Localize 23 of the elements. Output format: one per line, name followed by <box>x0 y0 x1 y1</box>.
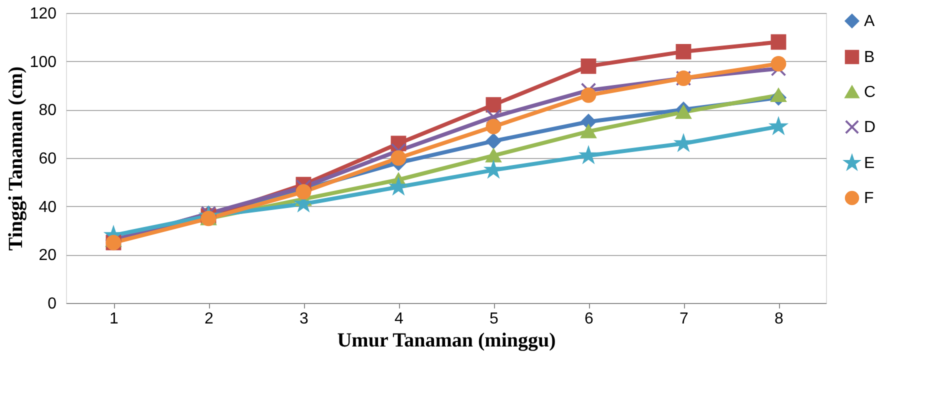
legend-label: C <box>864 84 876 101</box>
x-tick-label: 6 <box>584 310 594 328</box>
x-axis-title: Umur Tanaman (minggu) <box>337 330 556 352</box>
y-tick-label: 120 <box>30 6 57 22</box>
legend-label: F <box>864 190 874 207</box>
y-tick-label: 100 <box>30 54 57 71</box>
y-axis-title: Tinggi Tanaman (cm) <box>4 66 27 251</box>
legend-label: D <box>864 119 876 136</box>
legend-label: E <box>864 155 875 172</box>
x-tick-label: 5 <box>490 310 499 328</box>
y-tick-label: 80 <box>38 102 57 120</box>
y-tick-label: 40 <box>38 198 57 216</box>
legend-label: B <box>864 49 875 66</box>
x-tick-label: 1 <box>110 310 119 328</box>
legend-label: A <box>864 13 875 30</box>
x-tick-label: 7 <box>680 310 689 328</box>
x-tick-label: 2 <box>204 310 214 328</box>
x-tick-label: 4 <box>394 310 404 328</box>
y-tick-label: 20 <box>38 247 57 264</box>
x-tick-label: 8 <box>774 310 784 328</box>
y-tick-label: 60 <box>38 150 57 168</box>
y-tick-label: 0 <box>48 296 57 312</box>
x-tick-label: 3 <box>300 310 309 328</box>
